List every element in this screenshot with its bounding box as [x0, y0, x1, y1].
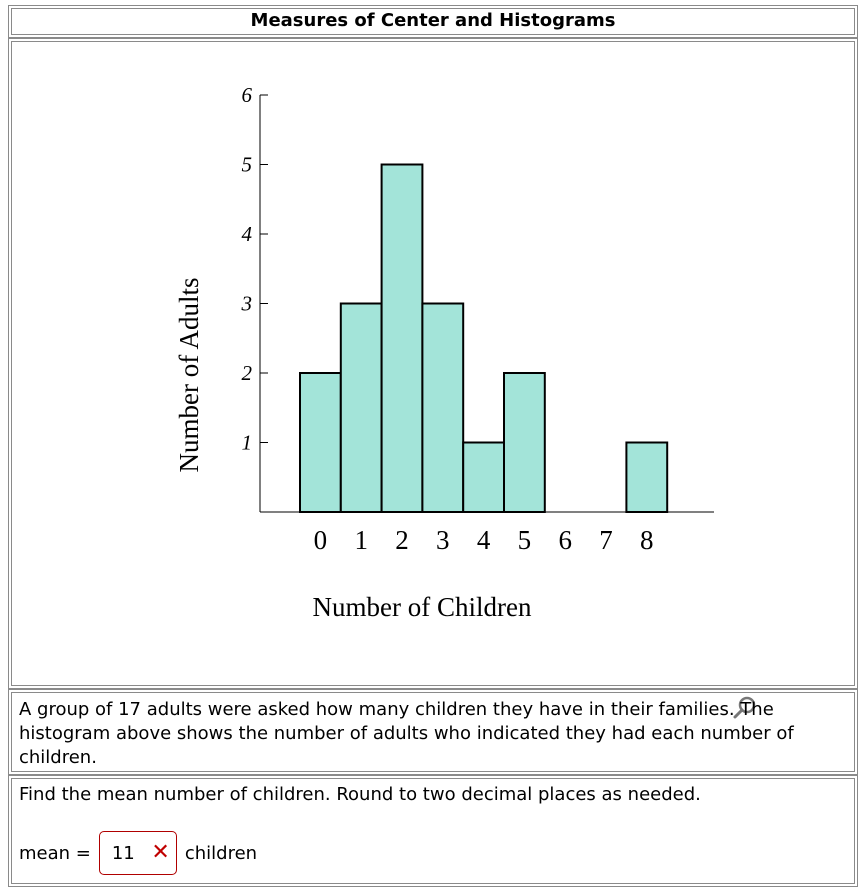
x-tick-label-1: 1 — [354, 525, 368, 555]
x-tick-label-8: 8 — [640, 525, 654, 555]
y-tick-label-1: 1 — [242, 431, 253, 455]
histogram-bar-2 — [380, 163, 424, 513]
histogram-bar-3 — [421, 302, 465, 513]
answer-row: mean = 11 ✕ children — [19, 831, 257, 875]
units-label: children — [184, 842, 258, 864]
title-panel-inner-border — [11, 8, 855, 35]
y-tick-label-6: 6 — [242, 83, 253, 107]
question-panel-inner-border — [11, 778, 855, 884]
x-tick-label-4: 4 — [477, 525, 491, 555]
x-tick-label-5: 5 — [518, 525, 532, 555]
wrong-x-icon: ✕ — [151, 840, 170, 865]
y-tick-label-4: 4 — [242, 222, 253, 246]
magnifier-icon[interactable] — [732, 694, 760, 722]
histogram-bar-0 — [299, 372, 342, 513]
histogram-bar-5 — [503, 372, 546, 513]
mean-label: mean = — [19, 842, 91, 864]
x-tick-label-2: 2 — [395, 525, 409, 555]
mean-answer-value[interactable]: 11 — [111, 842, 135, 864]
x-tick-label-7: 7 — [599, 525, 613, 555]
description-panel-inner-border — [11, 692, 855, 772]
x-tick-label-6: 6 — [558, 525, 572, 555]
description-panel: A group of 17 adults were asked how many… — [8, 689, 858, 775]
chart-bars — [299, 163, 669, 513]
page-title: Measures of Center and Histograms — [250, 10, 616, 31]
x-axis-label: Number of Children — [313, 592, 532, 622]
y-tick-label-3: 3 — [241, 292, 253, 316]
histogram-bar-8 — [625, 441, 669, 513]
histogram-bar-1 — [339, 302, 383, 513]
y-axis-ticks: 1 2 3 4 5 6 — [241, 83, 268, 455]
question-prompt: Find the mean number of children. Round … — [19, 784, 701, 805]
title-panel: Measures of Center and Histograms — [8, 5, 858, 38]
x-tick-label-0: 0 — [314, 525, 328, 555]
y-tick-label-2: 2 — [242, 361, 253, 385]
x-tick-label-3: 3 — [436, 525, 450, 555]
problem-description: A group of 17 adults were asked how many… — [19, 699, 794, 768]
y-tick-label-5: 5 — [242, 153, 253, 177]
mean-answer-input[interactable]: 11 ✕ — [98, 831, 177, 875]
histogram-bar-4 — [462, 441, 506, 513]
y-axis-label: Number of Adults — [174, 278, 204, 473]
question-panel: Find the mean number of children. Round … — [8, 775, 858, 887]
chart-panel-inner-border — [11, 41, 855, 686]
